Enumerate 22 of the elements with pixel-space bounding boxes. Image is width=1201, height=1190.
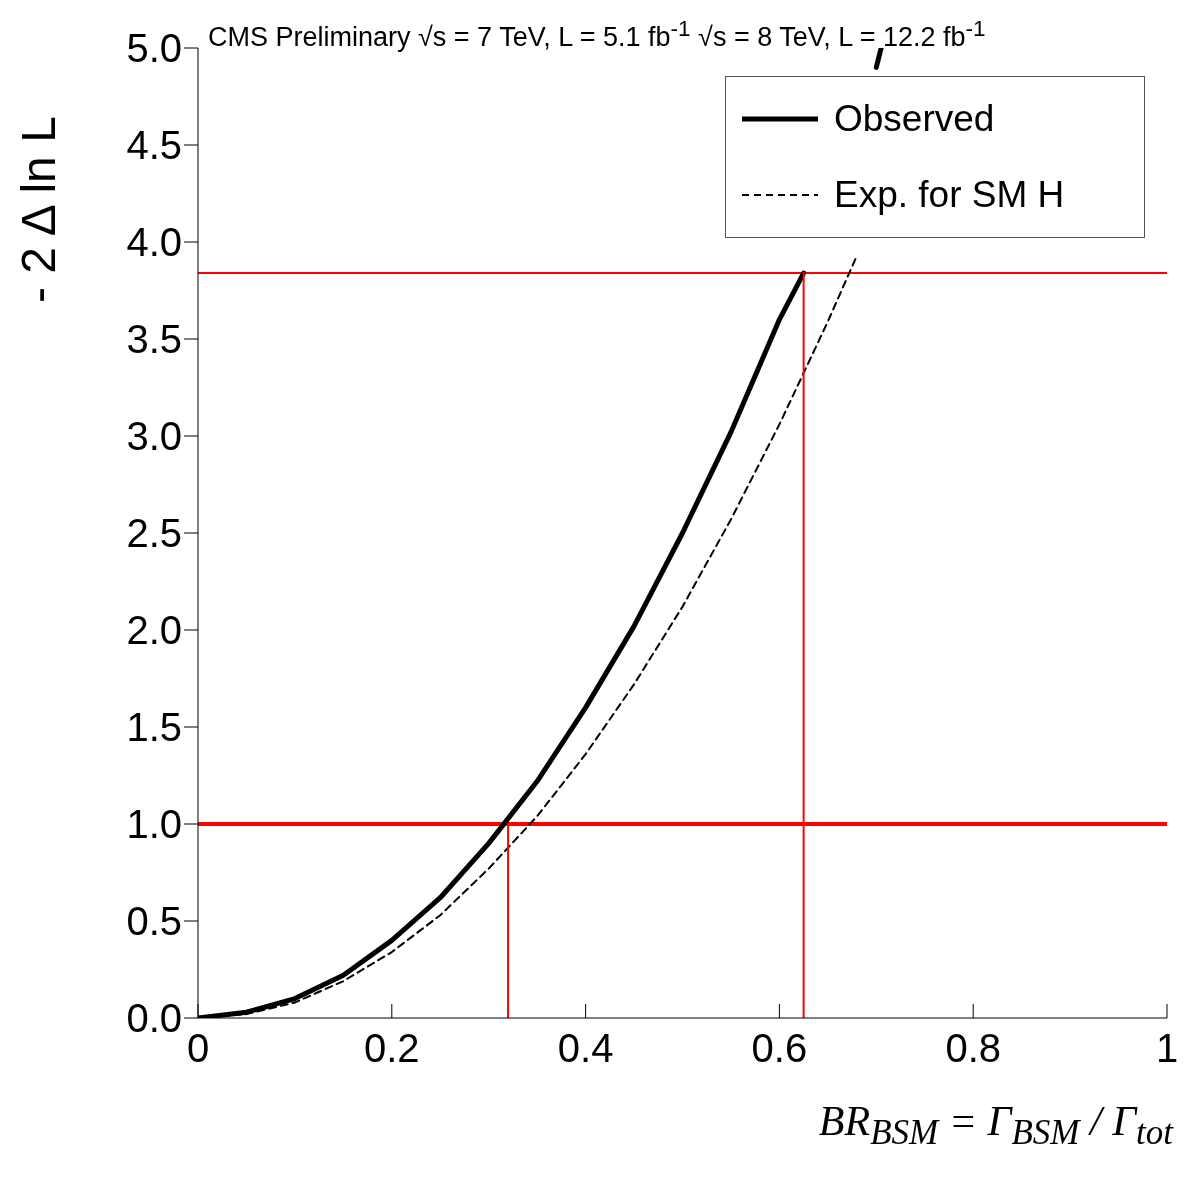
y-tick-label: 3.5 xyxy=(126,317,182,362)
y-tick-label: 5.0 xyxy=(126,26,182,71)
y-tick-label: 0.5 xyxy=(126,899,182,944)
x-tick-label: 0.6 xyxy=(751,1026,808,1071)
y-tick-label: 1.0 xyxy=(126,802,182,847)
x-tick-label: 0.2 xyxy=(364,1026,420,1071)
y-axis-title: - 2 Δ ln L xyxy=(12,116,66,303)
y-tick-label: 4.5 xyxy=(126,123,182,168)
y-tick-label: 3.0 xyxy=(126,414,182,459)
x-tick-label: 0 xyxy=(186,1026,210,1071)
x-axis-title: BR$_{BSM}$ = Γ$_{BSM}$ / Γ$_{tot}$ xyxy=(818,1096,1173,1153)
y-tick-label: 4.0 xyxy=(126,220,182,265)
chart-title: CMS Preliminary √s = 7 TeV, L = 5.1 fb$^{-1}$ √s = 8 TeV, L = 12.2 fb$^{-1}$ xyxy=(208,16,986,53)
y-tick-label: 2.5 xyxy=(126,511,182,556)
legend-label: Observed xyxy=(834,98,995,140)
x-tick-label: 0.8 xyxy=(945,1026,1001,1071)
y-tick-label: 1.5 xyxy=(126,705,182,750)
y-tick-label: 0.0 xyxy=(126,996,182,1041)
x-tick-label: 0.4 xyxy=(557,1026,614,1071)
y-tick-label: 2.0 xyxy=(126,608,182,653)
x-tick-label: 1 xyxy=(1155,1026,1179,1071)
legend-label: Exp. for SM H xyxy=(834,174,1065,216)
